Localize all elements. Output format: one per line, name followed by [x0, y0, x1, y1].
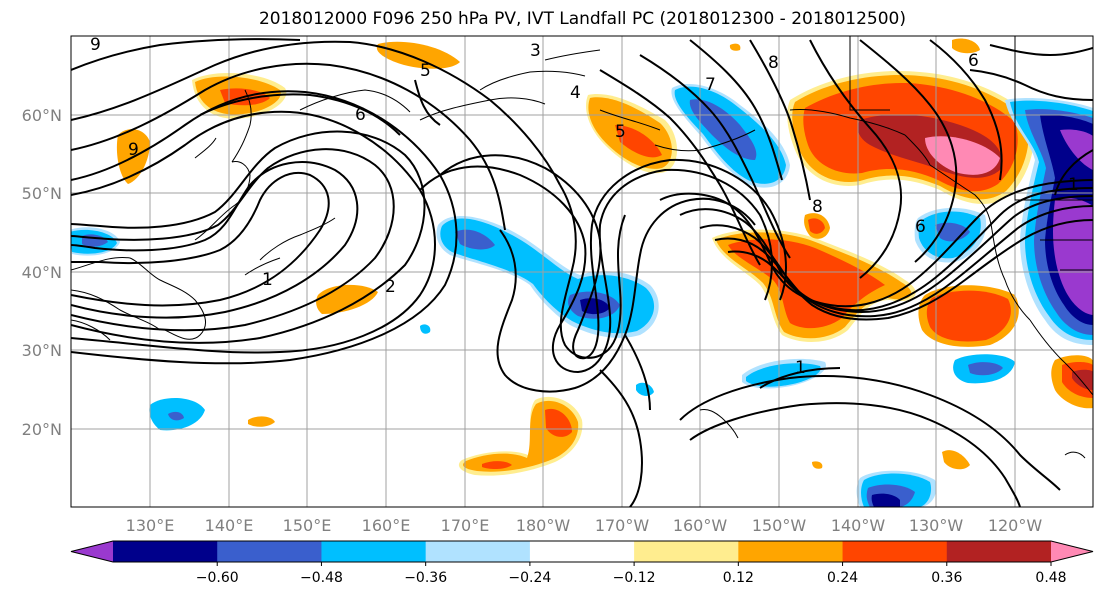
map-title: 2018012000 F096 250 hPa PV, IVT Landfall… [258, 9, 906, 29]
contour-label: 7 [705, 75, 716, 95]
contour-label: 2 [385, 277, 396, 297]
lon-label: 120°W [988, 516, 1043, 535]
contour-label: 4 [570, 83, 581, 103]
contour-label: 9 [90, 35, 101, 55]
colorbar-swatch [321, 541, 427, 562]
longitude-labels: 130°E 140°E 150°E 160°E 170°E 180°W 170°… [126, 516, 1043, 535]
lon-label: 160°E [362, 516, 411, 535]
colorbar-swatch [738, 541, 844, 562]
lat-label: 50°N [22, 184, 62, 203]
colorbar-swatch [217, 541, 322, 562]
contour-label: 9 [128, 140, 139, 160]
colorbar-tick-label: 0.12 [723, 570, 754, 586]
coastlines [71, 36, 1093, 459]
colorbar: −0.60 −0.48 −0.36 −0.24 −0.12 0.12 0.24 0.36 0.4… [70, 540, 1094, 586]
contour-label: 1 [1068, 175, 1079, 195]
contour-label: 5 [615, 122, 626, 142]
lat-label: 30°N [22, 341, 62, 360]
lon-label: 130°W [909, 516, 964, 535]
colorbar-extend-min [71, 541, 113, 562]
lon-label: 140°E [205, 516, 254, 535]
contour-labels: 1 2 3 4 5 5 6 6 6 7 8 8 9 9 1 1 [90, 35, 1079, 378]
lat-label: 40°N [22, 263, 62, 282]
colorbar-tick-label: −0.12 [613, 570, 656, 586]
lat-label: 60°N [22, 106, 62, 125]
contour-line [71, 172, 330, 307]
contour-label: 6 [915, 217, 926, 237]
colorbar-tick-label: 0.48 [1035, 570, 1066, 586]
colorbar-tick-label: −0.48 [300, 570, 343, 586]
colorbar-swatch [946, 541, 1052, 562]
colorbar-extend-max [1051, 541, 1093, 562]
lon-label: 140°W [831, 516, 886, 535]
contour-label: 8 [768, 53, 779, 73]
lon-label: 150°W [752, 516, 807, 535]
colorbar-swatch [529, 541, 635, 562]
colorbar-tick-label: −0.24 [508, 570, 551, 586]
gridlines [71, 36, 1093, 507]
lat-label: 20°N [22, 420, 62, 439]
lon-label: 180°W [516, 516, 571, 535]
colorbar-swatch [842, 541, 948, 562]
lon-label: 170°E [441, 516, 490, 535]
colorbar-outline [70, 540, 1094, 563]
colorbar-swatch [425, 541, 531, 562]
contour-label: 8 [812, 197, 823, 217]
colorbar-tick-label: −0.60 [196, 570, 239, 586]
contour-label: 3 [530, 41, 541, 61]
contour-label: 6 [968, 51, 979, 71]
map-border [70, 35, 1094, 508]
contour-label: 6 [355, 105, 366, 125]
lon-label: 160°W [673, 516, 728, 535]
latitude-labels: 60°N 50°N 40°N 30°N 20°N [22, 106, 62, 439]
contour-label: 1 [262, 270, 273, 290]
pv-contours [71, 38, 1093, 507]
lon-label: 150°E [283, 516, 332, 535]
colorbar-tick-label: 0.24 [827, 570, 858, 586]
colorbar-swatch [113, 541, 218, 562]
contour-label: 1 [795, 358, 806, 378]
colorbar-swatch [634, 541, 739, 562]
colorbar-tick-label: 0.36 [931, 570, 962, 586]
colorbar-tick-label: −0.36 [404, 570, 447, 586]
lon-label: 130°E [126, 516, 175, 535]
contour-label: 5 [420, 61, 431, 81]
lon-label: 170°W [595, 516, 650, 535]
